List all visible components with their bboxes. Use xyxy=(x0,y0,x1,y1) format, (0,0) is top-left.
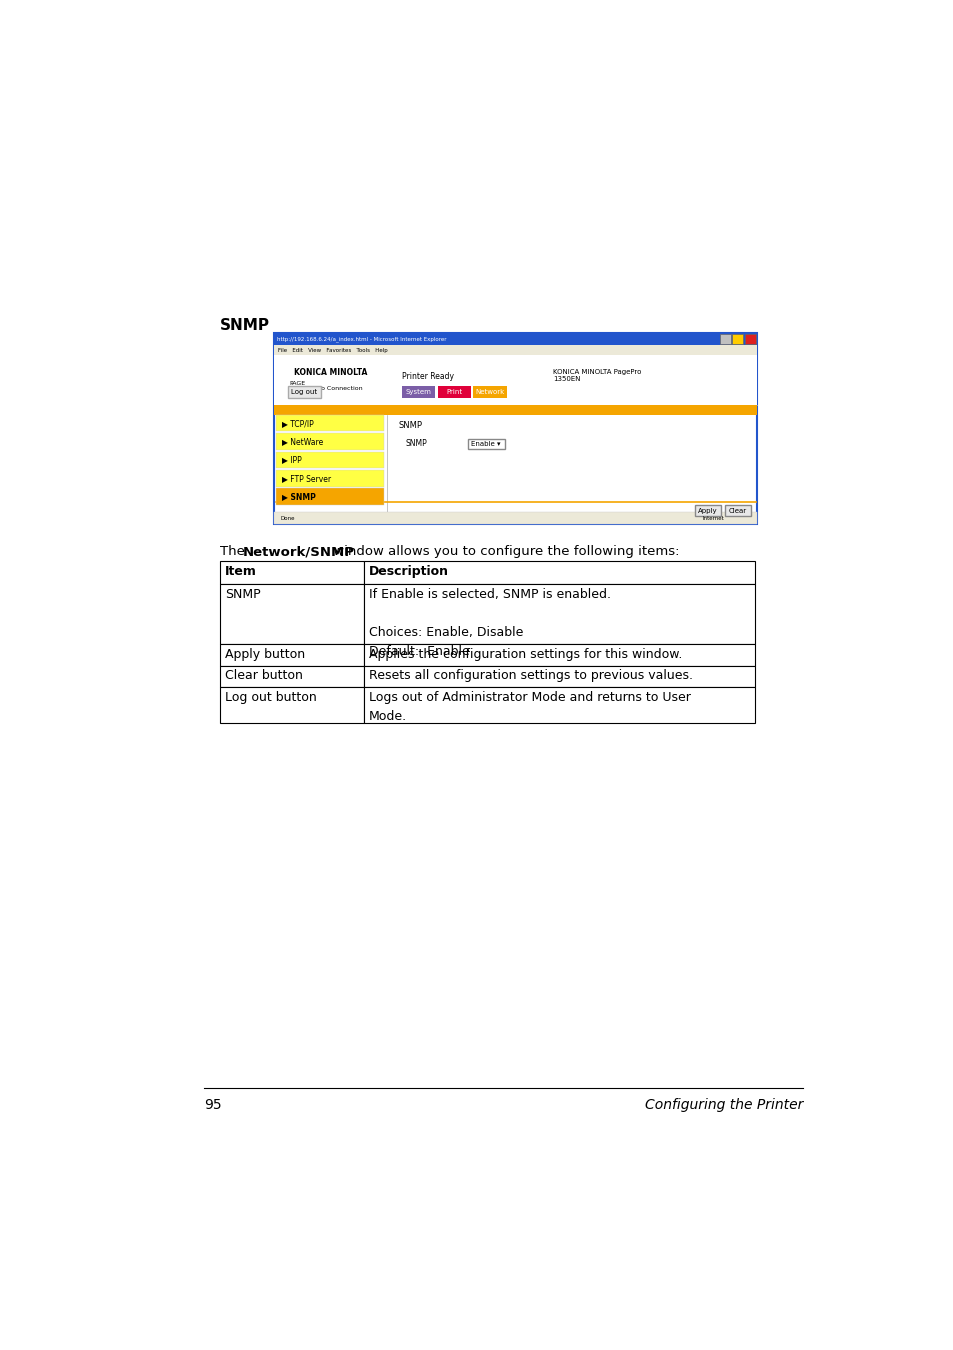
Text: KONICA MINOLTA: KONICA MINOLTA xyxy=(294,367,367,377)
Text: Clear: Clear xyxy=(728,508,746,514)
Bar xyxy=(220,644,364,666)
Bar xyxy=(364,666,754,687)
Bar xyxy=(364,687,754,722)
Bar xyxy=(275,489,383,505)
Text: Log out: Log out xyxy=(291,389,317,396)
Text: Printer Ready: Printer Ready xyxy=(402,373,454,381)
Bar xyxy=(364,560,754,585)
Bar xyxy=(220,585,364,644)
Bar xyxy=(275,470,383,487)
Text: Done: Done xyxy=(280,516,294,521)
Text: Enable ▾: Enable ▾ xyxy=(471,441,500,447)
Text: Item: Item xyxy=(224,564,256,578)
Text: If Enable is selected, SNMP is enabled.

Choices: Enable, Disable
Default:  Enab: If Enable is selected, SNMP is enabled. … xyxy=(369,587,610,657)
Text: Configuring the Printer: Configuring the Printer xyxy=(644,1098,802,1111)
Bar xyxy=(723,505,750,516)
Text: System: System xyxy=(405,389,432,396)
Bar xyxy=(274,346,757,355)
Bar xyxy=(437,386,471,398)
Text: SNMP: SNMP xyxy=(224,587,260,601)
Text: Clear button: Clear button xyxy=(224,670,302,683)
Bar xyxy=(274,333,757,524)
Text: Network/SNMP: Network/SNMP xyxy=(242,545,355,559)
Text: Apply button: Apply button xyxy=(224,648,304,662)
Bar xyxy=(274,355,757,405)
Text: ▶ SNMP: ▶ SNMP xyxy=(282,493,315,501)
Text: PAGE
SCAN  Web Connection: PAGE SCAN Web Connection xyxy=(290,381,362,392)
Bar xyxy=(274,405,757,414)
Text: Print: Print xyxy=(446,389,462,396)
Bar xyxy=(288,386,320,398)
Bar xyxy=(473,386,506,398)
Bar xyxy=(364,644,754,666)
Text: The: The xyxy=(220,545,249,559)
Bar xyxy=(720,333,730,344)
Text: Description: Description xyxy=(369,564,449,578)
Text: ▶ FTP Server: ▶ FTP Server xyxy=(282,474,331,483)
Bar xyxy=(220,560,364,585)
Text: Resets all configuration settings to previous values.: Resets all configuration settings to pre… xyxy=(369,670,692,683)
Text: 95: 95 xyxy=(204,1098,222,1111)
Text: ▶ IPP: ▶ IPP xyxy=(282,455,301,464)
Text: SNMP: SNMP xyxy=(397,421,422,429)
Text: ▶ TCP/IP: ▶ TCP/IP xyxy=(282,418,314,428)
Text: KONICA MINOLTA PagePro
1350EN: KONICA MINOLTA PagePro 1350EN xyxy=(553,369,641,382)
Bar xyxy=(275,433,383,450)
Text: ▶ NetWare: ▶ NetWare xyxy=(282,437,323,446)
Text: window allows you to configure the following items:: window allows you to configure the follo… xyxy=(329,545,679,559)
Text: Logs out of Administrator Mode and returns to User
Mode.: Logs out of Administrator Mode and retur… xyxy=(369,691,690,724)
Bar xyxy=(220,687,364,722)
Bar xyxy=(732,333,742,344)
Bar xyxy=(364,585,754,644)
Text: Network: Network xyxy=(475,389,504,396)
Bar xyxy=(275,451,383,468)
Bar xyxy=(695,505,720,516)
Bar xyxy=(402,386,435,398)
Bar xyxy=(275,414,383,432)
Text: File   Edit   View   Favorites   Tools   Help: File Edit View Favorites Tools Help xyxy=(278,348,388,352)
Bar xyxy=(468,439,505,450)
Bar xyxy=(744,333,755,344)
Text: SNMP: SNMP xyxy=(220,319,270,333)
Bar xyxy=(220,666,364,687)
Text: Apply: Apply xyxy=(698,508,718,514)
Text: Internet: Internet xyxy=(702,516,724,521)
Text: Applies the configuration settings for this window.: Applies the configuration settings for t… xyxy=(369,648,681,662)
Text: SNMP: SNMP xyxy=(406,439,427,448)
Bar xyxy=(274,333,757,346)
Text: Log out button: Log out button xyxy=(224,691,316,703)
Text: http://192.168.6.24/a_index.html - Microsoft Internet Explorer: http://192.168.6.24/a_index.html - Micro… xyxy=(276,336,446,342)
Bar xyxy=(274,513,757,524)
